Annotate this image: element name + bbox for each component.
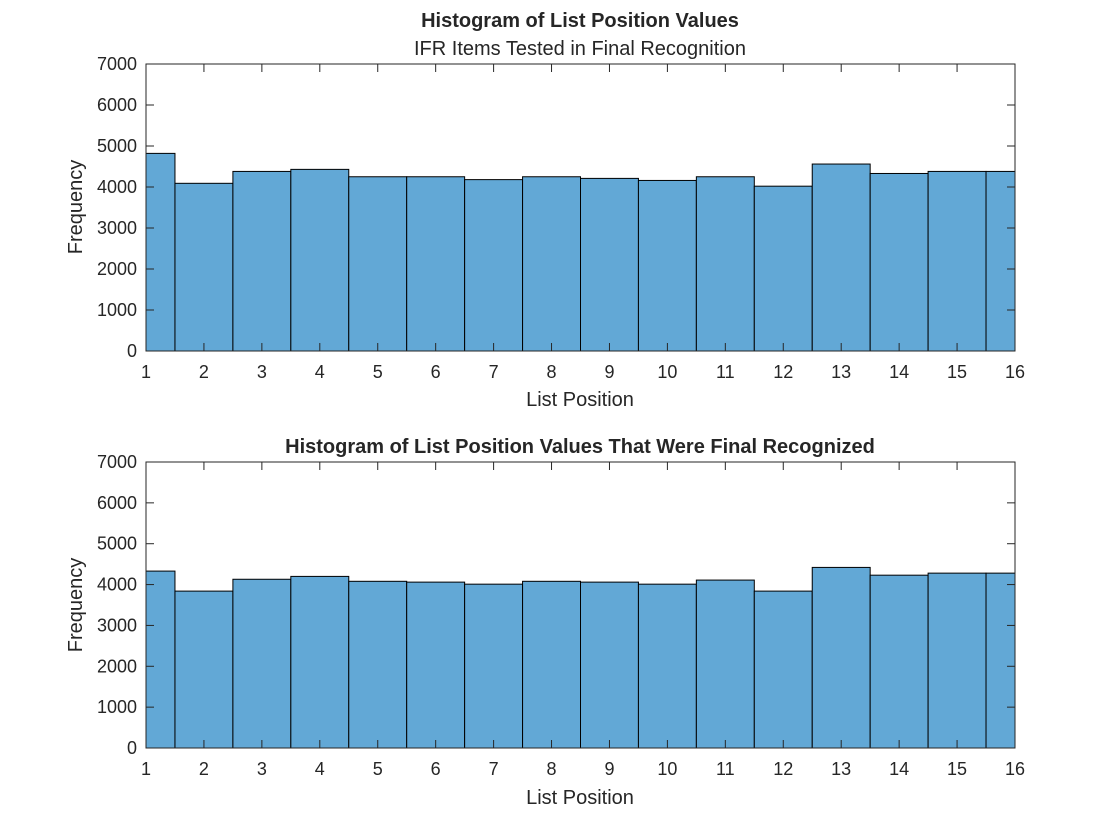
top-histogram-bar-13 (811, 163, 871, 352)
bottom-histogram-bar-2 (174, 590, 234, 749)
bottom-histogram-bar-10 (637, 583, 697, 749)
bottom-x-tick-label: 11 (716, 759, 735, 779)
top-x-tick-labels: 1 2 3 4 5 6 7 8 9 10 11 12 13 14 15 16 (141, 362, 1025, 382)
bottom-x-tick-label: 4 (315, 759, 325, 779)
bottom-y-tick-label: 6000 (97, 493, 137, 513)
top-x-tick-label: 5 (373, 362, 383, 382)
top-histogram-bar-14 (869, 172, 929, 352)
bottom-histogram-bar-5 (348, 580, 408, 749)
bottom-y-tick-label: 5000 (97, 534, 137, 554)
bottom-histogram-bar-16 (985, 572, 1016, 749)
bottom-chart-title: Histogram of List Position Values That W… (285, 436, 875, 458)
top-histogram-panel: Histogram of List Position Values IFR It… (65, 10, 1025, 411)
bottom-y-tick-labels: 0 1000 2000 3000 4000 5000 6000 7000 (97, 452, 137, 758)
bottom-x-tick-label: 14 (889, 759, 909, 779)
top-histogram-bar-6 (406, 176, 466, 352)
top-y-tick-label: 0 (127, 341, 137, 361)
top-histogram-bar-11 (695, 176, 755, 352)
top-histogram-bar-8 (522, 176, 581, 352)
bottom-histogram-bar-7 (464, 583, 524, 749)
top-histogram-bar-16 (985, 170, 1016, 352)
top-x-tick-label: 16 (1005, 362, 1025, 382)
top-histogram-bar-15 (927, 170, 987, 352)
top-axes-box (145, 63, 1016, 352)
top-y-tick-label: 5000 (97, 136, 137, 156)
top-histogram-bar-10 (637, 179, 697, 352)
top-y-tick-label: 3000 (97, 218, 137, 238)
bottom-histogram-panel: Histogram of List Position Values That W… (65, 436, 1025, 809)
bottom-axes-box (145, 461, 1016, 749)
top-x-tick-label: 6 (431, 362, 441, 382)
bottom-x-tick-label: 12 (773, 759, 793, 779)
top-histogram-bar-2 (174, 182, 234, 352)
top-histogram-bar-5 (348, 176, 408, 352)
bottom-histogram-bar-3 (232, 578, 292, 749)
top-y-axis-label: Frequency (65, 160, 87, 255)
top-y-tick-labels: 0 1000 2000 3000 4000 5000 6000 7000 (97, 54, 137, 361)
bottom-y-tick-label: 2000 (97, 656, 137, 676)
bottom-y-tick-label: 1000 (97, 697, 137, 717)
bottom-x-tick-label: 5 (373, 759, 383, 779)
bottom-x-tick-labels: 1 2 3 4 5 6 7 8 9 10 11 12 13 14 15 16 (141, 759, 1025, 779)
bottom-x-tick-label: 1 (141, 759, 151, 779)
bottom-y-tick-label: 3000 (97, 615, 137, 635)
bottom-histogram-bar-6 (406, 581, 466, 749)
top-histogram-bar-3 (232, 170, 292, 352)
bottom-x-tick-label: 8 (547, 759, 557, 779)
bottom-x-tick-label: 15 (947, 759, 967, 779)
bottom-histogram-bar-12 (753, 590, 813, 749)
bottom-x-tick-label: 13 (831, 759, 851, 779)
top-x-tick-label: 7 (489, 362, 499, 382)
top-x-tick-label: 13 (831, 362, 851, 382)
bottom-histogram-bar-13 (811, 566, 871, 749)
top-x-tick-label: 12 (773, 362, 793, 382)
bottom-x-tick-label: 7 (489, 759, 499, 779)
top-chart-subtitle: IFR Items Tested in Final Recognition (414, 38, 746, 60)
bottom-histogram-bar-4 (290, 575, 350, 749)
top-x-tick-label: 10 (657, 362, 677, 382)
bottom-histogram-bar-11 (695, 579, 755, 749)
top-x-tick-label: 2 (199, 362, 209, 382)
bottom-x-tick-label: 2 (199, 759, 209, 779)
top-y-tick-label: 7000 (97, 54, 137, 74)
top-y-tick-label: 2000 (97, 259, 137, 279)
bottom-y-tick-label: 4000 (97, 575, 137, 595)
top-x-tick-label: 9 (604, 362, 614, 382)
top-bars (145, 152, 1016, 352)
top-chart-title: Histogram of List Position Values (421, 10, 739, 32)
top-y-tick-label: 4000 (97, 177, 137, 197)
top-x-tick-label: 3 (257, 362, 267, 382)
bottom-x-axis-label: List Position (526, 787, 634, 809)
bottom-x-tick-label: 6 (431, 759, 441, 779)
bottom-x-tick-label: 10 (657, 759, 677, 779)
bottom-x-tick-label: 9 (604, 759, 614, 779)
top-x-tick-label: 14 (889, 362, 909, 382)
bottom-y-tick-label: 7000 (97, 452, 137, 472)
bottom-y-tick-label: 0 (127, 738, 137, 758)
top-x-tick-label: 1 (141, 362, 151, 382)
top-histogram-bar-1 (145, 152, 176, 352)
top-x-tick-label: 11 (716, 362, 735, 382)
bottom-histogram-bar-8 (522, 580, 581, 749)
top-x-axis-label: List Position (526, 389, 634, 411)
bottom-histogram-bar-1 (145, 570, 176, 749)
bottom-x-tick-label: 16 (1005, 759, 1025, 779)
bottom-y-axis-label: Frequency (65, 558, 87, 653)
top-x-tick-label: 4 (315, 362, 325, 382)
bottom-x-tick-label: 3 (257, 759, 267, 779)
top-x-tick-label: 8 (547, 362, 557, 382)
bottom-histogram-bar-9 (580, 581, 639, 749)
top-y-tick-label: 6000 (97, 95, 137, 115)
top-y-tick-label: 1000 (97, 300, 137, 320)
bottom-histogram-bar-14 (869, 574, 929, 749)
top-x-tick-label: 15 (947, 362, 967, 382)
bottom-bars (145, 566, 1016, 749)
top-histogram-bar-12 (753, 185, 813, 352)
top-histogram-bar-9 (580, 177, 639, 352)
top-histogram-bar-4 (290, 168, 350, 352)
bottom-histogram-bar-15 (927, 572, 987, 749)
top-histogram-bar-7 (464, 179, 524, 352)
